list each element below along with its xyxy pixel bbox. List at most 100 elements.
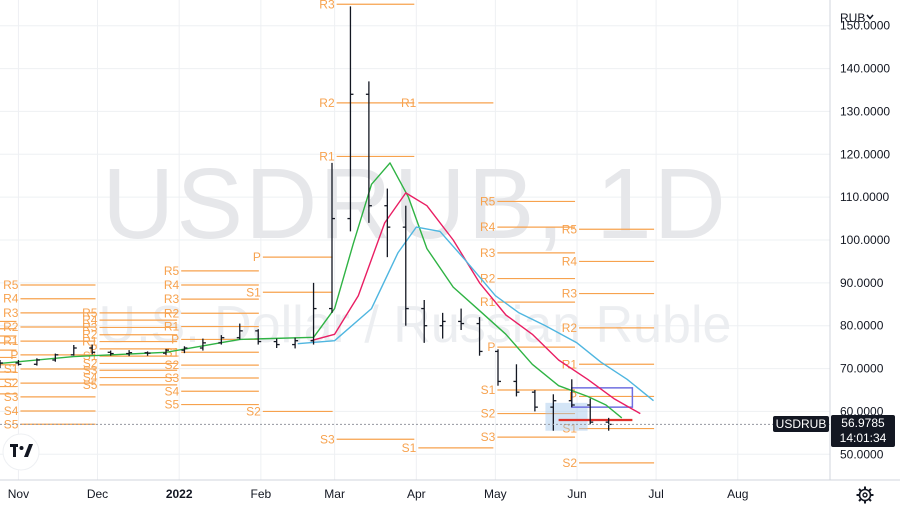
pivot-level-label: S2 — [164, 358, 179, 372]
pivot-level-label: S2 — [83, 356, 98, 370]
x-tick-label: Mar — [324, 487, 345, 501]
x-tick-label: Apr — [407, 487, 426, 501]
last-price-symbol-label: USDRUB — [773, 416, 829, 433]
pivot-level-label: R4 — [562, 254, 578, 268]
pivot-level-label: P — [89, 342, 97, 356]
pivot-level-label: S5 — [164, 398, 179, 412]
pivot-level-label: R2 — [562, 321, 578, 335]
pivot-level-label: R1 — [164, 320, 180, 334]
pivot-level-label: R1 — [480, 295, 496, 309]
chevron-down-icon[interactable] — [866, 14, 874, 20]
pivot-level-label: R2 — [480, 272, 496, 286]
pivot-level-label: S2 — [246, 404, 261, 418]
pivot-level-label: R1 — [562, 357, 578, 371]
pivot-level-label: S4 — [83, 371, 98, 385]
gear-icon[interactable] — [856, 486, 874, 504]
pivot-level-label: S2 — [481, 407, 496, 421]
pivot-level-label: R4 — [480, 220, 496, 234]
pivot-level-label: S3 — [320, 432, 335, 446]
price-axis[interactable]: 50.0000 60.0000 70.0000 80.0000 90.0000 100.0… — [840, 19, 890, 462]
last-price-value: 56.9785 — [841, 416, 885, 431]
watermark-symbol: USDRUB, 1D — [102, 148, 728, 260]
moving-average-line — [297, 226, 654, 402]
pivot-level-label: P — [171, 332, 179, 346]
pivot-level-label: R3 — [164, 292, 180, 306]
y-tick-label: 60.0000 — [840, 404, 884, 418]
currency-menu[interactable]: RUB — [840, 11, 874, 25]
x-tick-label: May — [484, 487, 507, 501]
pivot-level-label: R2 — [82, 328, 98, 342]
pivot-points: R5R4R3R2R1PS1S2S3S4S5R5R4R3R2R1PS1S2S3S4… — [0, 0, 655, 470]
pivot-level-label: R4 — [3, 292, 19, 306]
pivot-level-label: S3 — [83, 363, 98, 377]
pivot-level-label: S1 — [4, 362, 19, 376]
pivot-level-label: S4 — [164, 384, 179, 398]
pivot-level-label: S1 — [481, 383, 496, 397]
pivot-level-label: R1 — [319, 149, 335, 163]
x-tick-label: Dec — [87, 487, 108, 501]
pivot-level-label: S3 — [481, 430, 496, 444]
pivot-level-label: R2 — [164, 306, 180, 320]
pivot-level-label: R1 — [401, 96, 417, 110]
pivot-level-label: R4 — [82, 313, 98, 327]
pivot-level-label: R3 — [562, 287, 578, 301]
y-tick-label: 130.0000 — [840, 104, 890, 118]
grid — [0, 0, 830, 480]
pivot-level-label: S4 — [4, 404, 19, 418]
pivot-level-label: R3 — [319, 0, 335, 11]
y-tick-label: 70.0000 — [840, 362, 884, 376]
pivot-level-label: R3 — [480, 246, 496, 260]
pivot-level-label: S1 — [562, 422, 577, 436]
y-tick-label: 50.0000 — [840, 447, 884, 461]
pivot-level-label: R5 — [3, 278, 19, 292]
pivot-level-label: R3 — [3, 306, 19, 320]
pivot-level-label: R5 — [82, 306, 98, 320]
x-tick-label: 2022 — [166, 487, 193, 501]
y-tick-label: 110.0000 — [840, 190, 889, 204]
pivot-level-label: S2 — [562, 456, 577, 470]
y-tick-label: 80.0000 — [840, 319, 884, 333]
pivot-level-label: R5 — [480, 194, 496, 208]
pivot-level-label: S1 — [246, 285, 261, 299]
pivot-level-label: R4 — [164, 278, 180, 292]
y-tick-label: 140.0000 — [840, 62, 890, 76]
pivot-level-label: S5 — [4, 417, 19, 431]
symbol-text: USDRUB — [775, 417, 827, 432]
time-axis[interactable]: Nov Dec 2022 Feb Mar Apr May Jun Jul Aug — [8, 487, 749, 501]
pivot-level-label: R5 — [164, 264, 180, 278]
pivot-level-label: P — [487, 340, 495, 354]
pivot-level-label: R1 — [82, 335, 98, 349]
tradingview-logo-icon[interactable] — [2, 433, 40, 471]
y-tick-label: 150.0000 — [840, 19, 890, 33]
pivot-level-label: R5 — [562, 222, 578, 236]
x-tick-label: Jun — [567, 487, 586, 501]
x-tick-label: Jul — [648, 487, 663, 501]
x-tick-label: Feb — [251, 487, 272, 501]
bar-countdown: 14:01:34 — [839, 431, 887, 446]
pivot-level-label: R2 — [319, 96, 335, 110]
pivot-level-label: R1 — [3, 334, 19, 348]
pivot-level-label: P — [569, 389, 577, 403]
pivot-level-label: S5 — [83, 378, 98, 392]
y-tick-label: 90.0000 — [840, 276, 884, 290]
pivot-level-label: S3 — [164, 371, 179, 385]
pivot-level-label: P — [10, 348, 18, 362]
last-price-label: 56.9785 14:01:34 — [831, 415, 895, 448]
pivot-level-label: S1 — [402, 441, 417, 455]
pivot-level-label: S3 — [4, 390, 19, 404]
watermark: USDRUB, 1D U.S. Dollar / Russian Ruble — [99, 148, 732, 354]
candles — [0, 6, 612, 431]
y-tick-label: 120.0000 — [840, 147, 890, 161]
watermark-description: U.S. Dollar / Russian Ruble — [99, 296, 732, 354]
y-tick-label: 100.0000 — [840, 233, 890, 247]
pivot-level-label: S2 — [4, 376, 19, 390]
pivot-level-label: S1 — [164, 345, 179, 359]
pivot-level-label: P — [253, 250, 261, 264]
currency-label[interactable]: RUB — [840, 11, 865, 25]
pivot-level-label: R2 — [3, 320, 19, 334]
x-tick-label: Nov — [8, 487, 29, 501]
pivot-level-label: R3 — [82, 320, 98, 334]
x-tick-label: Aug — [727, 487, 748, 501]
